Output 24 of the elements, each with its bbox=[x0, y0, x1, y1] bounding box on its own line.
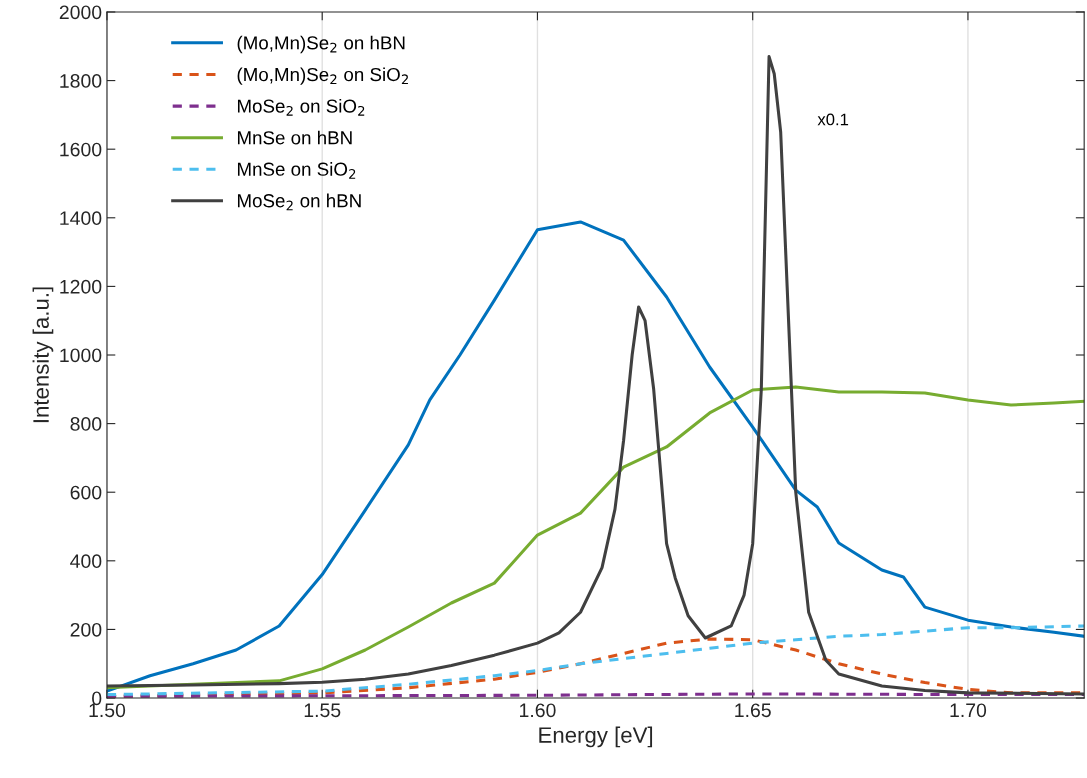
legend-label: MoSe$_{2}$ on SiO$_{2}$ bbox=[237, 98, 365, 116]
y-tick-label: 1600 bbox=[60, 142, 102, 157]
x-tick-label: 1.60 bbox=[520, 703, 556, 718]
x-tick-label: 1.65 bbox=[735, 703, 771, 718]
legend-label: MnSe on hBN bbox=[237, 130, 352, 145]
y-tick-label: 600 bbox=[70, 485, 102, 500]
y-tick-label: 1200 bbox=[60, 279, 102, 294]
y-tick-label: 1000 bbox=[60, 348, 102, 363]
y-tick-label: 2000 bbox=[59, 5, 102, 20]
y-tick-label: 800 bbox=[70, 417, 102, 431]
line-series bbox=[106, 220, 1085, 693]
x-tick-label: 1.55 bbox=[304, 703, 341, 718]
legend-label: (Mo,Mn)Se$_{2}$ on SiO$_{2}$ bbox=[237, 67, 408, 85]
y-tick-label: 1800 bbox=[60, 74, 102, 88]
x-tick-label: 1.70 bbox=[950, 703, 987, 718]
y-axis-title: Intensity [a.u.] bbox=[32, 287, 54, 423]
x-axis-title: Energy [eV] bbox=[539, 726, 653, 748]
y-tick-label: 400 bbox=[70, 554, 102, 569]
legend-label: MoSe$_{2}$ on hBN bbox=[237, 193, 361, 211]
y-tick-label: 1400 bbox=[60, 211, 102, 226]
annotation: x0.1 bbox=[817, 113, 849, 126]
legend-label: (Mo,Mn)Se$_{2}$ on hBN bbox=[237, 35, 405, 54]
y-tick-label: 200 bbox=[70, 622, 102, 637]
legend-label: MnSe on SiO$_{2}$ bbox=[237, 162, 356, 179]
